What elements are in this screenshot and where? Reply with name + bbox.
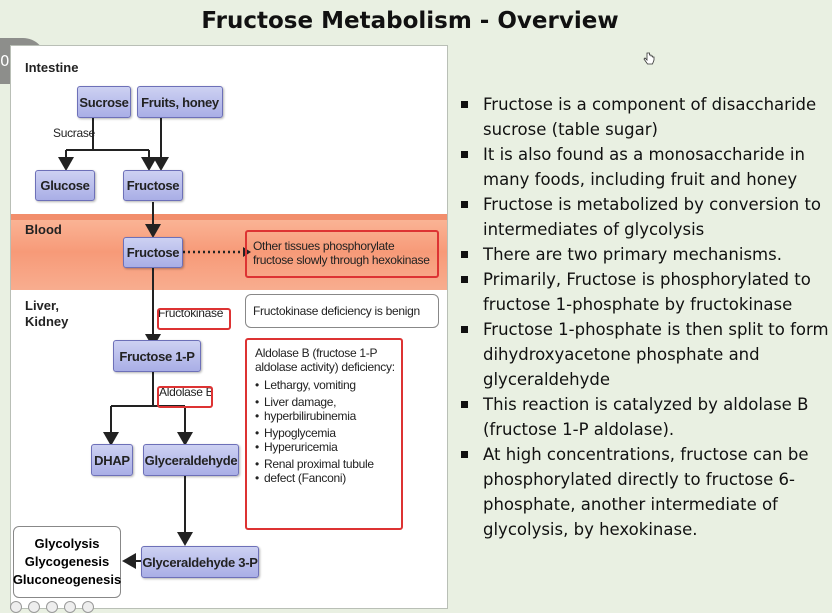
pathway-connectors [58,118,251,569]
symptom-item: Lethargy, vomiting [255,378,401,392]
outcome-glycogenesis: Glycogenesis [24,554,110,569]
other-tissues-line1: Other tissues phosphorylate [253,239,395,253]
pen-icon[interactable] [28,601,40,613]
fructokinase-deficiency-note [245,294,439,328]
summary-bullet-list: Fructose is a component of disaccharide … [459,92,831,542]
aldolase-title-line2: aldolase activity) deficiency: [255,360,395,374]
next-slide-icon[interactable] [82,601,94,613]
sucrose-node: Sucrose [77,86,131,118]
fruits-honey-node: Fruits, honey [137,86,223,118]
symptom-item: Hypoglycemia [255,426,401,440]
symptom-item: Renal proximal tubule [255,457,401,471]
symptom-item-continued: defect (Fanconi) [255,471,401,485]
sucrase-label: Sucrase [53,126,95,140]
fructose-blood-node: Fructose [123,237,183,268]
slide-title: Fructose Metabolism - Overview [201,8,619,34]
aldolase-deficiency-content: Aldolase B (fructose 1-P aldolase activi… [255,346,401,488]
more-options-icon[interactable] [64,601,76,613]
other-tissues-note [245,230,439,278]
symptom-item: Liver damage, [255,395,401,409]
liver-label: Liver, [25,298,59,313]
previous-slide-icon[interactable] [10,601,22,613]
symptom-item-continued: hyperbilirubinemia [255,409,401,423]
bullet-item: It is also found as a monosaccharide in … [459,142,831,192]
bullet-item: There are two primary mechanisms. [459,242,831,267]
bullet-item: Fructose is metabolized by conversion to… [459,192,831,242]
fructokinase-deficiency-text: Fructokinase deficiency is benign [253,304,420,318]
fructose-intestine-node: Fructose [123,170,183,201]
symptom-item: Hyperuricemia [255,440,401,454]
blood-label: Blood [25,222,62,237]
dhap-node: DHAP [91,444,133,476]
glucose-node: Glucose [35,170,95,201]
fructose-pathway-diagram: Intestine Blood Liver, Kidney Sucrose [10,45,448,609]
intestine-label: Intestine [25,60,79,75]
aldolase-title-line1: Aldolase B (fructose 1-P [255,346,378,360]
outcome-glycolysis: Glycolysis [34,536,100,551]
fructokinase-highlight [157,308,231,330]
other-tissues-line2: fructose slowly through hexokinase [253,253,430,267]
glyceraldehyde-3p-node: Glyceraldehyde 3-P [141,546,259,578]
aldolase-b-highlight [157,386,213,408]
aldolase-deficiency-note [245,338,403,530]
bullet-item: At high concentrations, fructose can be … [459,442,831,542]
outcome-gluconeogenesis: Gluconeogenesis [12,572,122,587]
aldolase-b-label: Aldolase B [159,385,214,399]
bullet-item: Fructose is a component of disaccharide … [459,92,831,142]
hand-cursor-icon [643,52,655,65]
glycolysis-outcomes-box: Glycolysis Glycogenesis Gluconeogenesis [13,526,121,598]
bullet-item: Primarily, Fructose is phosphorylated to… [459,267,831,317]
glyceraldehyde-node: Glyceraldehyde [143,444,239,476]
bullet-item: This reaction is catalyzed by aldolase B… [459,392,831,442]
kidney-label: Kidney [25,314,69,329]
slideshow-toolbar [10,601,94,613]
bullet-item: Fructose 1-phosphate is then split to fo… [459,317,831,392]
slides-grid-icon[interactable] [46,601,58,613]
fructose-1p-node: Fructose 1-P [113,340,201,372]
